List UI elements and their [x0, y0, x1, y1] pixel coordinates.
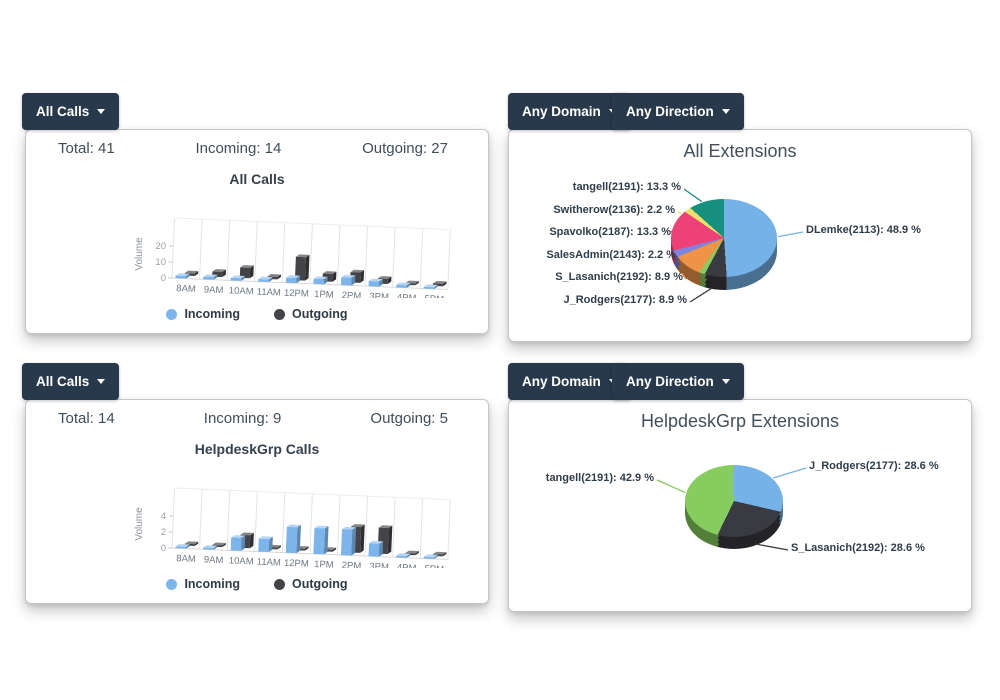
stat-total: Total: 14 — [58, 410, 115, 427]
pie-label-switherow: Switherow(2136): 2.2 % — [553, 204, 675, 216]
legend-label: Outgoing — [292, 307, 348, 321]
legend-item-outgoing[interactable]: Outgoing — [274, 307, 348, 321]
chart-title: All Calls — [229, 171, 285, 187]
any-direction-dropdown-label: Any Direction — [626, 104, 714, 119]
incoming-marker-icon — [166, 308, 178, 320]
any-domain-dropdown-label: Any Domain — [522, 374, 601, 389]
svg-text:2: 2 — [161, 527, 166, 538]
svg-text:5PM: 5PM — [424, 564, 444, 568]
any-direction-dropdown-label: Any Direction — [626, 374, 714, 389]
all-calls-dropdown-1[interactable]: All Calls — [22, 93, 120, 130]
pie-label-slasanich: S_Lasanich(2192): 8.9 % — [555, 271, 683, 283]
chart-legend: Incoming Outgoing — [26, 577, 488, 591]
svg-text:1PM: 1PM — [314, 289, 334, 298]
pie-label-jrodgers: J_Rodgers(2177): 8.9 % — [563, 294, 688, 306]
any-direction-dropdown-1[interactable]: Any Direction — [612, 93, 744, 130]
svg-text:Volume: Volume — [134, 237, 145, 271]
pie-label-slasanich: S_Lasanich(2192): 28.6 % — [791, 542, 925, 554]
chevron-down-icon — [721, 379, 730, 384]
svg-text:4: 4 — [161, 511, 166, 522]
pie-chart[interactable] — [685, 465, 783, 537]
pie-chart[interactable] — [671, 199, 777, 277]
chevron-down-icon — [97, 379, 106, 384]
svg-text:11AM: 11AM — [256, 557, 281, 568]
stat-outgoing: Outgoing: 27 — [362, 140, 448, 157]
legend-item-incoming[interactable]: Incoming — [166, 307, 240, 321]
svg-text:0: 0 — [161, 273, 166, 284]
helpdeskgrp-stats: Total: 14 Incoming: 9 Outgoing: 5 — [58, 410, 448, 427]
svg-text:10AM: 10AM — [229, 285, 254, 297]
pie-label-salesadmin: SalesAdmin(2143): 2.2 % — [546, 249, 676, 261]
svg-text:Volume: Volume — [134, 507, 145, 541]
legend-item-outgoing[interactable]: Outgoing — [274, 577, 348, 591]
legend-label: Outgoing — [292, 577, 348, 591]
all-calls-dropdown-label: All Calls — [36, 374, 90, 389]
chart-legend: Incoming Outgoing — [26, 307, 488, 321]
any-direction-dropdown-2[interactable]: Any Direction — [612, 363, 744, 400]
any-domain-dropdown-2[interactable]: Any Domain — [508, 363, 631, 400]
svg-text:3PM: 3PM — [369, 291, 389, 298]
chevron-down-icon — [721, 109, 730, 114]
svg-text:0: 0 — [161, 543, 166, 554]
chevron-down-icon — [97, 109, 106, 114]
stat-total: Total: 41 — [58, 140, 115, 157]
legend-label: Incoming — [184, 307, 240, 321]
svg-text:8AM: 8AM — [176, 553, 196, 565]
svg-text:10: 10 — [155, 257, 166, 268]
chart-title: All Extensions — [683, 141, 797, 161]
pie-label-jrodgers: J_Rodgers(2177): 28.6 % — [809, 460, 939, 472]
pie-label-spavolko: Spavolko(2187): 13.3 % — [549, 226, 671, 238]
pie-label-tangell: tangell(2191): 13.3 % — [572, 181, 681, 193]
all-calls-panel: Total: 41 Incoming: 14 Outgoing: 27 All … — [25, 129, 489, 334]
svg-text:2PM: 2PM — [342, 290, 362, 298]
legend-item-incoming[interactable]: Incoming — [166, 577, 240, 591]
svg-text:4PM: 4PM — [397, 292, 417, 298]
outgoing-marker-icon — [274, 308, 285, 320]
outgoing-marker-icon — [274, 578, 285, 590]
svg-text:4PM: 4PM — [397, 562, 417, 568]
pie-label-dlemke: DLemke(2113): 48.9 % — [806, 224, 921, 236]
svg-text:12PM: 12PM — [284, 288, 309, 298]
incoming-marker-icon — [166, 578, 178, 590]
svg-text:9AM: 9AM — [204, 284, 224, 296]
svg-text:20: 20 — [155, 241, 166, 252]
helpdeskgrp-extensions-panel: HelpdeskGrp Extensions J_Rodgers(2177): … — [508, 399, 972, 612]
all-calls-stats: Total: 41 Incoming: 14 Outgoing: 27 — [58, 140, 448, 157]
svg-text:8AM: 8AM — [176, 283, 196, 295]
svg-text:1PM: 1PM — [314, 559, 334, 568]
svg-text:5PM: 5PM — [424, 294, 444, 298]
chart-title: HelpdeskGrp Extensions — [640, 411, 840, 431]
svg-text:11AM: 11AM — [256, 287, 281, 298]
legend-label: Incoming — [184, 577, 240, 591]
svg-text:12PM: 12PM — [284, 558, 309, 568]
svg-text:9AM: 9AM — [204, 554, 224, 566]
stat-incoming: Incoming: 9 — [203, 410, 282, 427]
chart-title: HelpdeskGrp Calls — [194, 441, 320, 457]
any-domain-dropdown-label: Any Domain — [522, 104, 601, 119]
all-calls-dropdown-2[interactable]: All Calls — [22, 363, 120, 400]
pie-label-tangell: tangell(2191): 42.9 % — [545, 472, 654, 484]
all-extensions-panel: All Extensions DLemke(2113): 48.9 % J_Ro… — [508, 129, 972, 342]
stat-outgoing: Outgoing: 5 — [370, 410, 448, 427]
svg-text:3PM: 3PM — [369, 561, 389, 568]
helpdeskgrp-calls-panel: Total: 14 Incoming: 9 Outgoing: 5 Helpde… — [25, 399, 489, 604]
svg-text:2PM: 2PM — [342, 560, 362, 568]
svg-text:10AM: 10AM — [229, 555, 254, 567]
stat-incoming: Incoming: 14 — [195, 140, 282, 157]
any-domain-dropdown-1[interactable]: Any Domain — [508, 93, 631, 130]
all-calls-dropdown-label: All Calls — [36, 104, 90, 119]
